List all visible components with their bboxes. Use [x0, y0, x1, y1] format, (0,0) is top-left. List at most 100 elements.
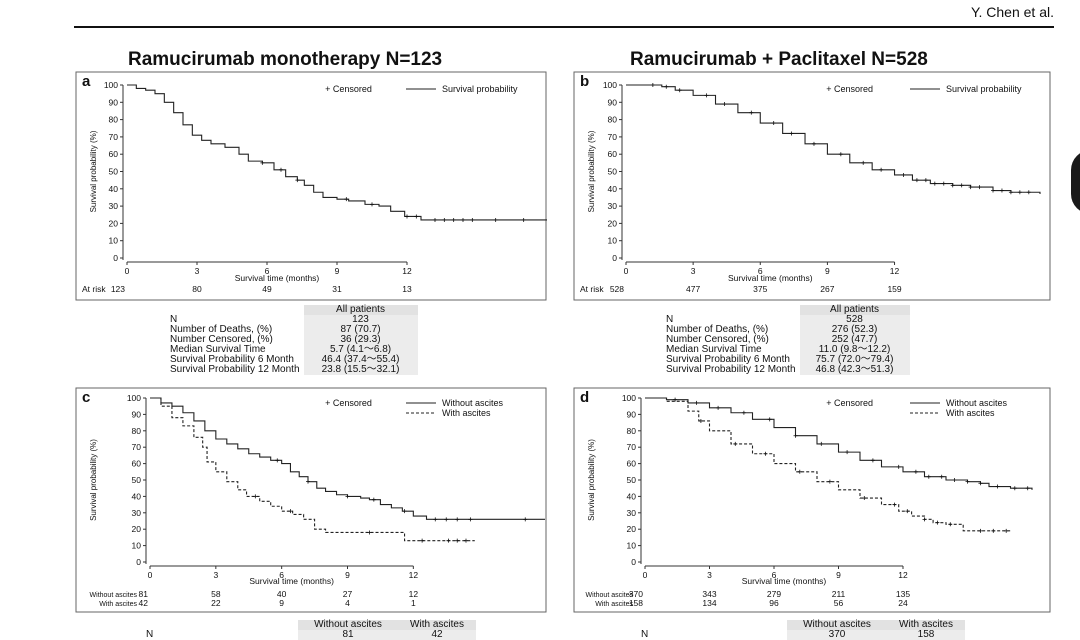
censor-mark [948, 522, 953, 527]
y-tick-label: 40 [608, 184, 618, 194]
table-row: Median Survival Time 11.0 (9.8～12.2) [662, 345, 910, 355]
row-label: N [666, 314, 674, 325]
at-risk-value: 123 [111, 284, 125, 294]
at-risk-group-label: Without ascites [90, 592, 138, 599]
y-tick-label: 70 [627, 442, 637, 452]
at-risk-value: 22 [211, 598, 221, 608]
y-tick-label: 90 [627, 409, 637, 419]
censor-mark [939, 474, 944, 479]
censor-mark [433, 517, 438, 522]
censor-mark [455, 517, 460, 522]
panel-frame [75, 387, 547, 613]
y-tick-label: 80 [132, 426, 142, 436]
y-tick-label: 90 [109, 97, 119, 107]
censor-mark [870, 458, 875, 463]
y-tick-label: 70 [109, 132, 119, 142]
y-tick-label: 0 [631, 557, 636, 567]
table-header-row: All patients [166, 305, 418, 315]
x-tick-label: 12 [402, 266, 412, 276]
censor-mark [694, 400, 699, 405]
censor-mark [932, 181, 937, 186]
y-tick-label: 30 [109, 201, 119, 211]
censor-mark [451, 217, 456, 222]
censor-mark [446, 538, 451, 543]
row-value: 123 [303, 315, 418, 325]
row-value: 276 (52.3) [799, 325, 910, 335]
x-tick-label: 6 [265, 266, 270, 276]
censor-mark [673, 397, 678, 402]
y-tick-label: 80 [627, 426, 637, 436]
row-value: 528 [799, 315, 910, 325]
y-tick-label: 60 [132, 459, 142, 469]
table-header: With ascites [887, 620, 965, 630]
y-tick-label: 40 [109, 184, 119, 194]
panel-frame [573, 387, 1051, 613]
at-risk-value: 1 [411, 598, 416, 608]
summary-table-b: All patients N 528 Number of Deaths, (%) 2… [662, 305, 910, 375]
y-tick-label: 70 [132, 442, 142, 452]
at-risk-value: 343 [702, 589, 716, 599]
censor-mark [344, 197, 349, 202]
y-tick-label: 10 [132, 541, 142, 551]
at-risk-value: 4 [345, 598, 350, 608]
censor-mark [845, 450, 850, 455]
at-risk-value: 24 [898, 598, 908, 608]
x-axis-label: Survival time (months) [235, 273, 320, 283]
row-value: 75.7 (72.0～79.4) [799, 355, 910, 365]
table-header: With ascites [398, 620, 476, 630]
row-value: 42 [398, 630, 476, 640]
row-value: 87 (70.7) [303, 325, 418, 335]
summary-table-c: Without ascites With ascites N 81 42 [142, 620, 476, 640]
censor-mark [741, 410, 746, 415]
censor-mark [926, 474, 931, 479]
at-risk-value: 56 [834, 598, 844, 608]
row-label: Survival Probability 6 Month [170, 354, 294, 365]
censor-mark [879, 167, 884, 172]
censor-mark [789, 131, 794, 136]
y-tick-label: 80 [608, 115, 618, 125]
row-label: Survival Probability 12 Month [170, 364, 300, 375]
row-label: Number Censored, (%) [170, 334, 273, 345]
y-axis-label: Survival probability (%) [587, 130, 596, 212]
table-row: Number of Deaths, (%) 276 (52.3) [662, 325, 910, 335]
censor-mark [968, 185, 973, 190]
at-risk-label: At risk [82, 284, 106, 294]
censor-mark [797, 469, 802, 474]
censor-mark [306, 479, 310, 484]
row-label: Median Survival Time [170, 344, 266, 355]
censor-mark [253, 494, 258, 499]
at-risk-group-label: With ascites [99, 601, 137, 608]
table-header-row: Without ascites With ascites [637, 620, 965, 630]
censor-mark [461, 217, 465, 222]
at-risk-value: 134 [702, 598, 716, 608]
at-risk-value: 9 [279, 598, 284, 608]
censor-mark [1012, 486, 1017, 491]
y-tick-label: 30 [627, 508, 637, 518]
censor-mark [664, 84, 669, 89]
x-tick-label: 0 [643, 570, 648, 580]
censor-mark [455, 538, 460, 543]
at-risk-group-label: With ascites [595, 601, 633, 608]
row-value: 81 [298, 630, 398, 640]
censor-mark [862, 496, 867, 501]
y-tick-label: 60 [608, 149, 618, 159]
censor-mark [901, 172, 906, 177]
y-tick-label: 20 [608, 218, 618, 228]
censor-mark [433, 217, 437, 222]
censor-mark [838, 152, 843, 157]
censor-mark [698, 418, 703, 423]
table-row: Median Survival Time 5.7 (4.1～6.8) [166, 345, 418, 355]
censor-mark [442, 217, 447, 222]
row-label: Survival Probability 6 Month [666, 354, 790, 365]
legend-entry: Survival probability [442, 84, 518, 94]
censor-mark [991, 528, 996, 533]
row-label: Number Censored, (%) [666, 334, 769, 345]
x-tick-label: 9 [345, 570, 350, 580]
table-header-row: All patients [662, 305, 910, 315]
censor-mark [749, 110, 754, 115]
at-risk-value: 135 [896, 589, 910, 599]
at-risk-value: 158 [629, 598, 643, 608]
row-label: N [641, 629, 649, 640]
survival-curve [626, 84, 1041, 194]
